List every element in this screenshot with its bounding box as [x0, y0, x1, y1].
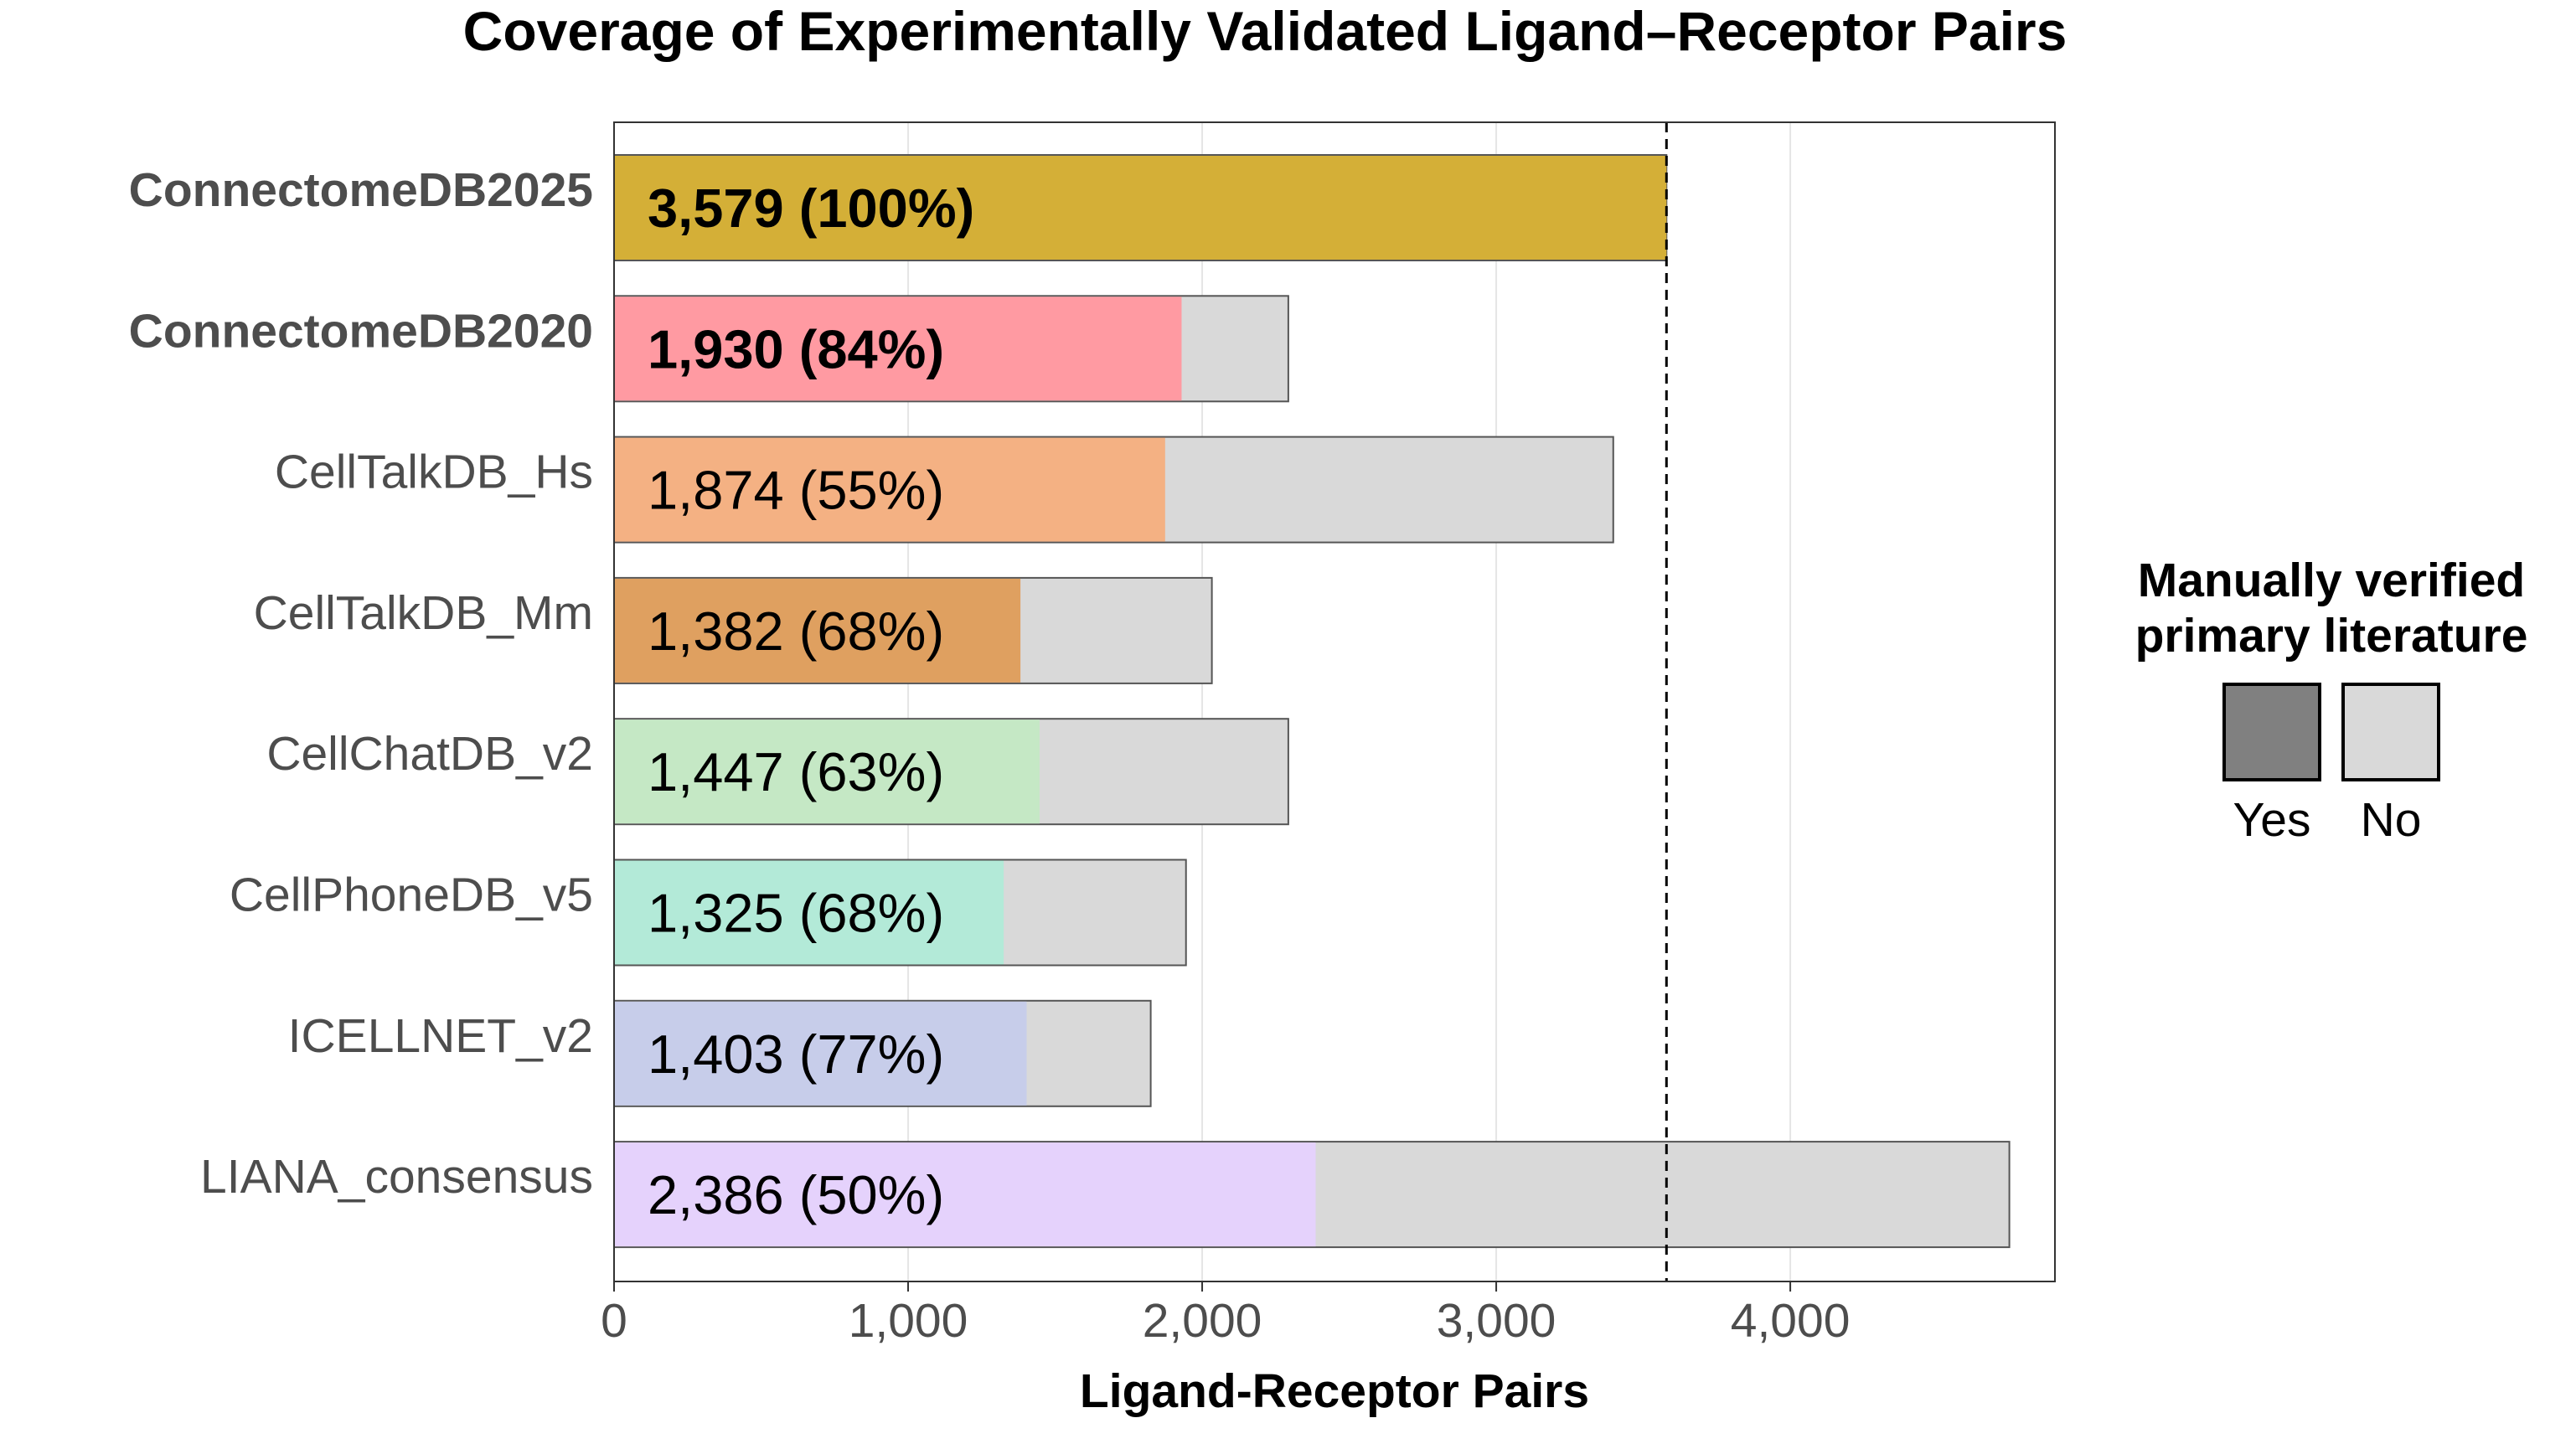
x-tick-label: 4,000: [1731, 1294, 1851, 1348]
category-label: ConnectomeDB2025: [129, 163, 593, 217]
x-tick-label: 2,000: [1143, 1294, 1262, 1348]
bar-value-label: 1,874 (55%): [648, 460, 944, 521]
category-label: ICELLNET_v2: [288, 1009, 593, 1063]
bar-verified: [615, 860, 1004, 965]
category-labels: ConnectomeDB2025 ConnectomeDB2020 CellTalk…: [129, 163, 593, 1204]
legend-title: primary literature: [2135, 609, 2528, 663]
bar-value-label: 1,403 (77%): [648, 1024, 944, 1085]
legend-key-label: No: [2361, 793, 2422, 847]
chart-title: Coverage of Experimentally Validated Lig…: [463, 0, 2068, 62]
bar-verified: [615, 156, 1667, 260]
category-label: CellChatDB_v2: [266, 727, 593, 781]
legend-key-label: Yes: [2233, 793, 2311, 847]
bar-verified: [615, 1001, 1027, 1106]
legend-key: [2341, 683, 2440, 781]
category-label: CellTalkDB_Hs: [275, 446, 593, 499]
bar-value-label: 1,930 (84%): [648, 318, 944, 379]
category-label: ConnectomeDB2020: [129, 304, 593, 358]
bar-value-label: 1,325 (68%): [648, 883, 944, 944]
bar-verified: [615, 1142, 1316, 1247]
category-label: LIANA_consensus: [200, 1150, 593, 1204]
plot-panel-border: [613, 121, 2056, 1282]
bar-verified: [615, 719, 1040, 824]
bar-verified: [615, 437, 1165, 542]
bar-value-label: 1,447 (63%): [648, 741, 944, 802]
bar-verified: [615, 297, 1182, 401]
bar-value-label: 2,386 (50%): [648, 1164, 944, 1225]
category-label: CellTalkDB_Mm: [254, 586, 593, 640]
bar-value-label: 1,382 (68%): [648, 601, 944, 662]
legend-title: Manually verified: [2138, 554, 2526, 607]
x-axis-ticks: 0 1,000 2,000 3,000 4,000: [601, 1281, 1850, 1348]
bars: 3,579 (100%) 1,930 (84%) 1,874 (55%) 1,382 …: [613, 154, 2011, 1249]
bar-verified: [615, 578, 1021, 683]
category-label: CellPhoneDB_v5: [230, 869, 593, 922]
legend-key: [2222, 683, 2321, 781]
x-tick-label: 3,000: [1437, 1294, 1556, 1348]
bar-value-label: 3,579 (100%): [648, 178, 974, 239]
x-tick-label: 0: [601, 1294, 627, 1348]
x-axis-title: Ligand-Receptor Pairs: [1080, 1364, 1589, 1418]
x-tick-label: 1,000: [849, 1294, 968, 1348]
